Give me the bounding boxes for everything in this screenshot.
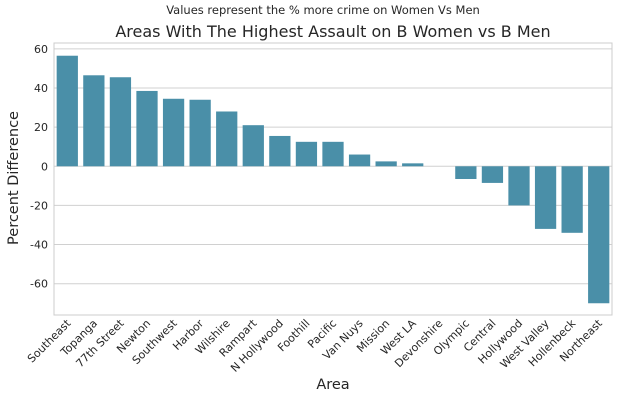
bar	[295, 141, 318, 167]
y-tick-label: 20	[34, 121, 48, 134]
y-tick-label: -40	[30, 239, 48, 252]
bar	[348, 154, 371, 167]
bar	[322, 141, 344, 167]
bar	[189, 99, 211, 167]
bar	[561, 166, 583, 233]
bar	[455, 166, 477, 179]
y-tick-label: 60	[34, 43, 48, 56]
bar	[481, 166, 504, 183]
bar	[136, 90, 158, 167]
bar	[402, 163, 424, 167]
y-tick-label: -60	[30, 278, 48, 291]
plot-frame	[53, 42, 613, 316]
x-axis-label: Area	[316, 377, 349, 393]
bar	[269, 135, 291, 167]
bar	[242, 125, 264, 167]
bar	[375, 161, 397, 167]
chart-suptitle: Values represent the % more crime on Wom…	[166, 3, 480, 17]
bar	[83, 75, 105, 167]
y-axis-label: Percent Difference	[6, 111, 22, 245]
bar	[162, 98, 185, 167]
bar	[508, 166, 530, 206]
chart-title: Areas With The Highest Assault on B Wome…	[115, 22, 550, 41]
y-tick-label: 0	[41, 160, 48, 173]
bar	[216, 111, 238, 167]
y-tick-label: 40	[34, 82, 48, 95]
bar	[588, 166, 610, 304]
bar	[534, 166, 557, 229]
bars	[56, 55, 610, 304]
y-tick-label: -20	[30, 199, 48, 212]
bar	[109, 77, 132, 167]
bar	[56, 55, 78, 167]
y-tick-labels: -60 -40 -20 0 20 40 60	[30, 43, 48, 291]
